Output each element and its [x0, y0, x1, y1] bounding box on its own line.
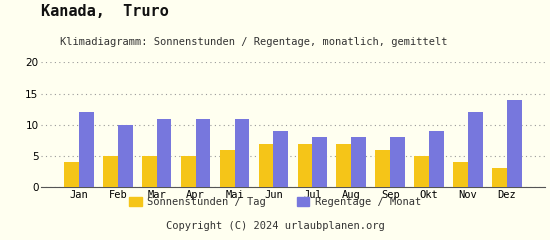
Bar: [220, 150, 234, 187]
Bar: [507, 100, 521, 187]
Bar: [196, 119, 211, 187]
Bar: [181, 156, 196, 187]
Bar: [468, 112, 483, 187]
Bar: [142, 156, 157, 187]
Bar: [64, 162, 79, 187]
Text: Kanada,  Truro: Kanada, Truro: [41, 4, 169, 19]
Bar: [298, 144, 312, 187]
Bar: [157, 119, 172, 187]
Bar: [79, 112, 94, 187]
Bar: [118, 125, 133, 187]
Bar: [312, 137, 327, 187]
Bar: [103, 156, 118, 187]
Bar: [337, 144, 351, 187]
Text: Klimadiagramm: Sonnenstunden / Regentage, monatlich, gemittelt: Klimadiagramm: Sonnenstunden / Regentage…: [60, 37, 448, 47]
Text: Copyright (C) 2024 urlaubplanen.org: Copyright (C) 2024 urlaubplanen.org: [166, 221, 384, 231]
Bar: [375, 150, 390, 187]
Bar: [234, 119, 249, 187]
Bar: [258, 144, 273, 187]
Bar: [351, 137, 366, 187]
Bar: [429, 131, 444, 187]
Bar: [390, 137, 405, 187]
Legend: Sonnenstunden / Tag, Regentage / Monat: Sonnenstunden / Tag, Regentage / Monat: [129, 197, 421, 207]
Bar: [273, 131, 288, 187]
Bar: [453, 162, 468, 187]
Bar: [492, 168, 507, 187]
Bar: [414, 156, 429, 187]
